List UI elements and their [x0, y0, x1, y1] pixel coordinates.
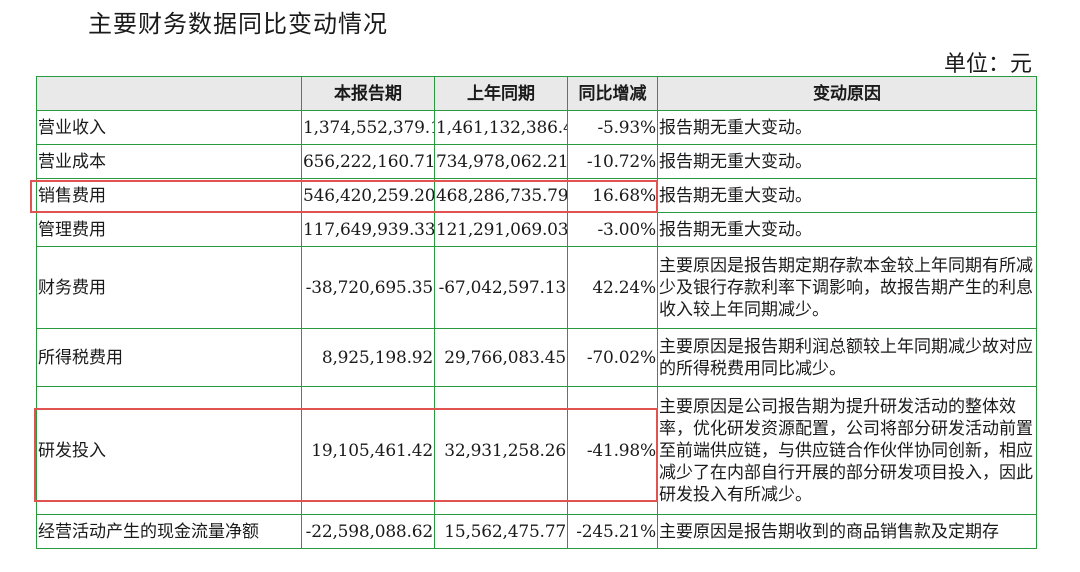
table-row: 管理费用 117,649,939.33 121,291,069.03 -3.00… [36, 212, 1037, 247]
row-current: 656,222,160.71 [301, 144, 435, 179]
table-row: 研发投入 19,105,461.42 32,931,258.26 -41.98%… [36, 386, 1037, 515]
row-item: 销售费用 [36, 178, 302, 213]
row-item: 营业成本 [36, 144, 302, 179]
row-prior: 29,766,083.45 [434, 328, 568, 387]
row-item: 研发投入 [36, 386, 302, 515]
row-item: 财务费用 [36, 246, 302, 329]
row-reason: 报告期无重大变动。 [657, 110, 1037, 145]
row-current: 117,649,939.33 [301, 212, 435, 247]
row-prior: 121,291,069.03 [434, 212, 568, 247]
table-row: 营业收入 1,374,552,379.13 1,461,132,386.47 -… [36, 110, 1037, 145]
table-row: 所得税费用 8,925,198.92 29,766,083.45 -70.02%… [36, 328, 1037, 387]
row-reason: 报告期无重大变动。 [657, 178, 1037, 213]
header-current-period: 本报告期 [301, 76, 435, 111]
row-current: -38,720,695.35 [301, 246, 435, 329]
header-item [36, 76, 302, 111]
row-current: -22,598,088.62 [301, 514, 435, 549]
row-prior: 468,286,735.79 [434, 178, 568, 213]
row-prior: 32,931,258.26 [434, 386, 568, 515]
row-reason: 报告期无重大变动。 [657, 212, 1037, 247]
table-row: 财务费用 -38,720,695.35 -67,042,597.13 42.24… [36, 246, 1037, 329]
table-row: 经营活动产生的现金流量净额 -22,598,088.62 15,562,475.… [36, 514, 1037, 549]
row-change: -245.21% [567, 514, 658, 549]
financial-table: 本报告期 上年同期 同比增减 变动原因 营业收入 1,374,552,379. 1… [36, 76, 1037, 549]
row-reason: 主要原因是报告期定期存款本金较上年同期有所减少及银行存款利率下调影响，故报告期产… [657, 246, 1037, 329]
row-reason: 主要原因是报告期利润总额较上年同期减少故对应的所得税费用同比减少。 [657, 328, 1037, 387]
row-reason: 报告期无重大变动。 [657, 144, 1037, 179]
header-reason: 变动原因 [657, 76, 1037, 111]
row-prior: -67,042,597.13 [434, 246, 568, 329]
page-title: 主要财务数据同比变动情况 [88, 10, 388, 38]
header-prior-period: 上年同期 [434, 76, 568, 111]
table-header-row: 本报告期 上年同期 同比增减 变动原因 [36, 76, 1037, 111]
row-current: 8,925,198.92 [301, 328, 435, 387]
row-reason: 主要原因是报告期收到的商品销售款及定期存 [657, 514, 1037, 549]
row-change: -3.00% [567, 212, 658, 247]
row-change: 42.24% [567, 246, 658, 329]
row-item: 管理费用 [36, 212, 302, 247]
row-change: -5.93% [567, 110, 658, 145]
header-yoy-change: 同比增减 [567, 76, 658, 111]
row-change: 16.68% [567, 178, 658, 213]
row-prior: 15,562,475.77 [434, 514, 568, 549]
row-change: -70.02% [567, 328, 658, 387]
row-current: 1,374,552,379.13 [301, 110, 435, 145]
table-row: 营业成本 656,222,160.71 734,978,062.21 -10.7… [36, 144, 1037, 179]
row-item: 营业收入 [36, 110, 302, 145]
row-item: 经营活动产生的现金流量净额 [36, 514, 302, 549]
row-prior: 734,978,062.21 [434, 144, 568, 179]
row-prior: 1,461,132,386.47 [434, 110, 568, 145]
row-change: -10.72% [567, 144, 658, 179]
row-current: 19,105,461.42 [301, 386, 435, 515]
row-reason: 主要原因是公司报告期为提升研发活动的整体效率，优化研发资源配置，公司将部分研发活… [657, 386, 1037, 515]
table-row: 销售费用 546,420,259.20 468,286,735.79 16.68… [36, 178, 1037, 213]
unit-label: 单位：元 [943, 52, 1032, 77]
row-item: 所得税费用 [36, 328, 302, 387]
row-change: -41.98% [567, 386, 658, 515]
row-current: 546,420,259.20 [301, 178, 435, 213]
